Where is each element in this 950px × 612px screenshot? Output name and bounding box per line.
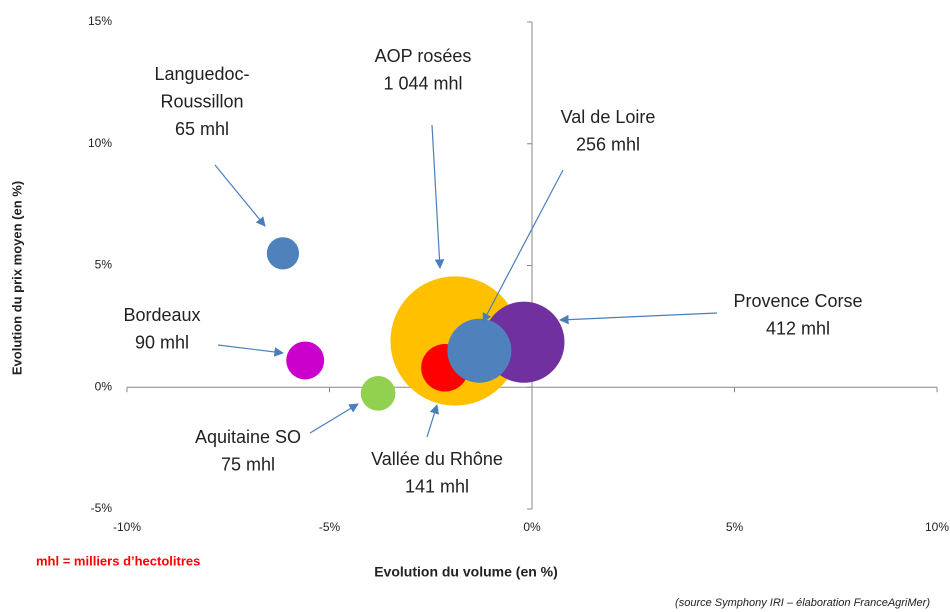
bubble-name: Languedoc- Roussillon	[154, 64, 249, 112]
arrow	[431, 124, 445, 269]
y-tick-label: 0%	[95, 379, 113, 393]
arrow	[482, 169, 564, 323]
y-tick-label: -5%	[91, 501, 113, 515]
bubble-name: Bordeaux	[123, 305, 200, 325]
x-tick-label: 10%	[925, 520, 949, 534]
bubble-name: Vallée du Rhône	[371, 449, 503, 469]
y-tick-label: 15%	[88, 14, 112, 28]
value-label: 90 mhl	[135, 332, 189, 352]
x-axis-title: Evolution du volume (en %)	[374, 564, 558, 580]
arrow	[309, 403, 359, 434]
value-label: 75 mhl	[221, 454, 275, 474]
arrow	[214, 164, 266, 227]
name-line: Aquitaine SO	[195, 427, 301, 447]
bubble	[447, 318, 512, 383]
x-tick-label: -10%	[113, 520, 141, 534]
y-tick-label: 5%	[95, 258, 113, 272]
name-line: Vallée du Rhône	[371, 449, 503, 469]
name-line: Languedoc-	[154, 64, 249, 84]
value-label: 65 mhl	[175, 119, 229, 139]
arrow	[217, 344, 284, 357]
bubble	[286, 341, 325, 380]
y-tick-label: 10%	[88, 136, 112, 150]
x-tick-label: 0%	[523, 520, 541, 534]
name-line: AOP rosées	[375, 46, 472, 66]
bubble-name: Val de Loire	[561, 107, 656, 127]
name-line: Roussillon	[160, 91, 243, 111]
name-line: Val de Loire	[561, 107, 656, 127]
value-label: 1 044 mhl	[383, 73, 462, 93]
x-tick-label: 5%	[726, 520, 744, 534]
value-label: 412 mhl	[766, 318, 830, 338]
value-label: 141 mhl	[405, 476, 469, 496]
arrow	[559, 312, 718, 325]
arrow	[426, 404, 440, 438]
note: mhl = milliers d’hectolitres	[36, 553, 200, 568]
bubble-name: Aquitaine SO	[195, 427, 301, 447]
bubble	[266, 237, 300, 270]
y-axis-title: Evolution du prix moyen (en %)	[9, 181, 24, 375]
bubble-name: AOP rosées	[375, 46, 472, 66]
x-tick-label: -5%	[319, 520, 341, 534]
name-line: Bordeaux	[123, 305, 200, 325]
bubble-name: Provence Corse	[733, 291, 862, 311]
value-label: 256 mhl	[576, 134, 640, 154]
name-line: Provence Corse	[733, 291, 862, 311]
source: (source Symphony IRI – élaboration Franc…	[675, 597, 930, 609]
bubble	[360, 376, 396, 411]
